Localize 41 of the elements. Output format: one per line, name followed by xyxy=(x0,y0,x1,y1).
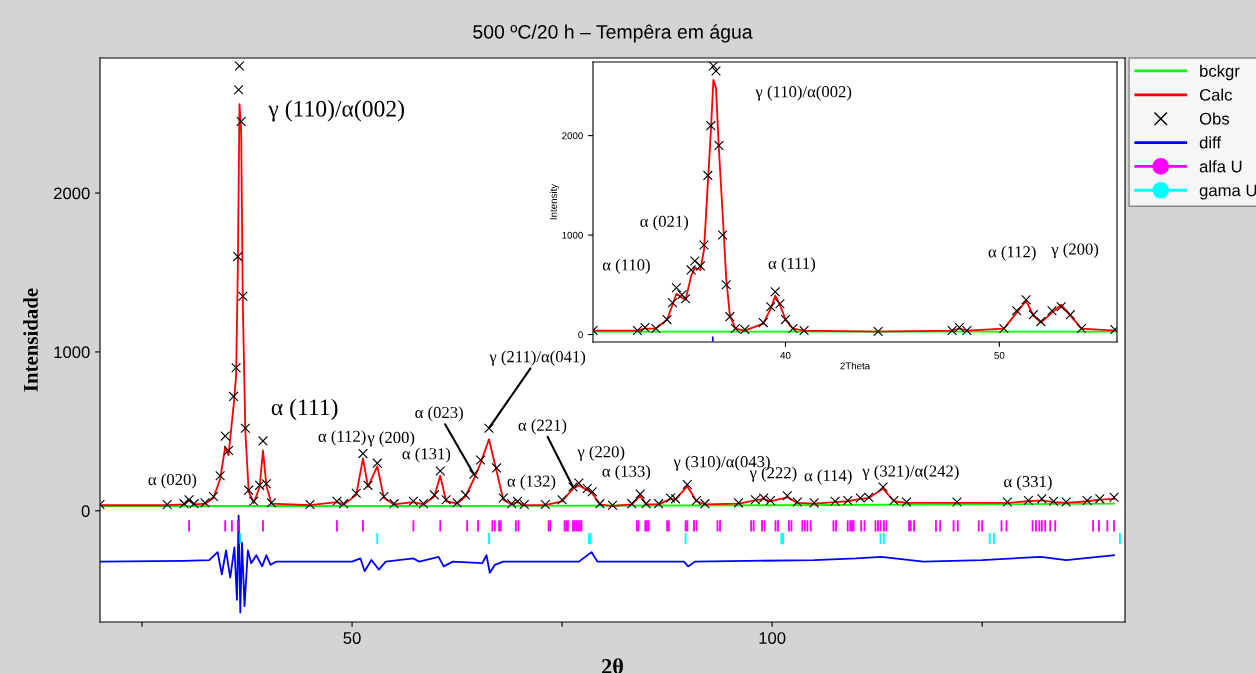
y-tick-label: 1000 xyxy=(562,231,583,239)
annotation: γ (200) xyxy=(1051,242,1099,259)
y-tick-label: 1000 xyxy=(54,346,90,359)
annotation: α (331) xyxy=(1004,475,1052,491)
annotation: γ (321)/α(242) xyxy=(862,464,959,481)
annotation: α (112) xyxy=(318,430,366,446)
x-tick-label: 50 xyxy=(343,632,361,644)
legend-label: bckgr xyxy=(1200,64,1240,81)
y-tick-label: 2000 xyxy=(54,187,90,200)
y-tick-label: 2000 xyxy=(562,132,583,140)
annotation: α (111) xyxy=(768,257,816,273)
annotation: α (023) xyxy=(415,406,463,422)
y-axis-title: Intensidade xyxy=(23,288,38,392)
annotation: α (110) xyxy=(602,258,650,274)
y-tick-label: 0 xyxy=(81,505,90,517)
y-tick-label: 0 xyxy=(578,331,583,339)
annotation: γ (110)/α(002) xyxy=(268,100,404,122)
y-axis-title: Intensity xyxy=(549,183,559,220)
legend-label: gama U xyxy=(1199,184,1256,200)
annotation: γ (220) xyxy=(577,445,625,461)
annotation: α (132) xyxy=(507,475,556,491)
annotation: α (111) xyxy=(271,398,338,421)
x-tick-label: 40 xyxy=(780,351,791,359)
legend-label: alfa U xyxy=(1199,160,1242,173)
chart-title: 500 ºC/20 h – Tempêra em água xyxy=(473,24,753,43)
x-tick-label: 100 xyxy=(759,632,786,644)
legend-label: diff xyxy=(1199,136,1222,149)
annotation: α (114) xyxy=(804,469,852,485)
x-tick-label: 50 xyxy=(994,351,1005,359)
annotation: α (221) xyxy=(518,419,567,435)
legend-label: Calc xyxy=(1199,88,1232,101)
annotation: α (020) xyxy=(148,473,197,489)
legend-label: Obs xyxy=(1199,112,1230,125)
x-axis-title: 2Theta xyxy=(840,362,871,370)
annotation: α (131) xyxy=(402,447,451,463)
annotation: α (112) xyxy=(988,245,1036,261)
annotation: γ (211)/α(041) xyxy=(489,350,586,366)
annotation: α (133) xyxy=(602,465,651,481)
annotation: γ (200) xyxy=(367,431,415,447)
annotation: γ (110)/α(002) xyxy=(755,85,852,101)
annotation: α (021) xyxy=(640,215,689,231)
